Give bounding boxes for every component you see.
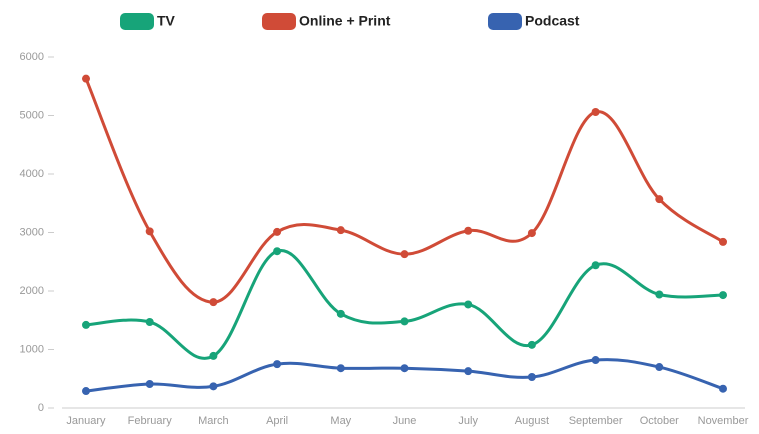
x-tick-label: November [698,415,749,427]
legend-swatch [262,13,296,30]
data-point [209,351,218,360]
data-point [527,340,536,349]
legend-swatch [488,13,522,30]
data-point [273,247,282,256]
data-point [655,195,664,204]
data-point [145,380,154,389]
data-point [400,364,409,373]
data-point [719,291,727,300]
data-point [145,227,154,236]
data-point [464,367,473,376]
x-tick-label: April [266,415,288,427]
data-point [209,382,218,391]
data-point [273,227,282,236]
legend-swatch [120,13,154,30]
y-tick-label: 0 [38,402,44,414]
legend-label: TV [157,13,176,29]
data-point [655,363,664,372]
data-point [591,107,600,116]
y-tick-label: 2000 [20,285,44,297]
y-tick-label: 5000 [20,109,44,121]
data-point [464,226,473,235]
data-point [82,387,90,396]
data-point [336,309,345,318]
data-point [400,250,409,259]
data-point [209,298,218,307]
x-tick-label: May [330,415,351,427]
data-point [400,317,409,326]
x-tick-label: March [198,415,229,427]
data-point [336,364,345,373]
x-tick-label: January [66,415,106,427]
x-tick-label: August [515,415,549,427]
data-point [527,372,536,381]
data-point [82,320,90,329]
data-point [591,261,600,270]
x-tick-label: July [458,415,478,427]
data-point [273,360,282,369]
legend-label: Online + Print [299,13,391,29]
data-point [82,74,90,83]
data-point [464,300,473,309]
y-tick-label: 3000 [20,226,44,238]
y-tick-label: 4000 [20,168,44,180]
data-point [527,229,536,238]
y-tick-label: 6000 [20,51,44,63]
data-point [719,384,727,393]
data-point [145,318,154,327]
x-tick-label: June [393,415,417,427]
x-tick-label: October [640,415,679,427]
y-tick-label: 1000 [20,343,44,355]
data-point [719,237,727,246]
series-line [85,249,724,360]
series-line [84,78,724,304]
data-point [591,356,600,365]
x-tick-label: September [569,415,623,427]
data-point [655,290,664,299]
data-point [336,226,345,235]
x-tick-label: February [128,415,173,427]
legend-label: Podcast [525,13,580,29]
